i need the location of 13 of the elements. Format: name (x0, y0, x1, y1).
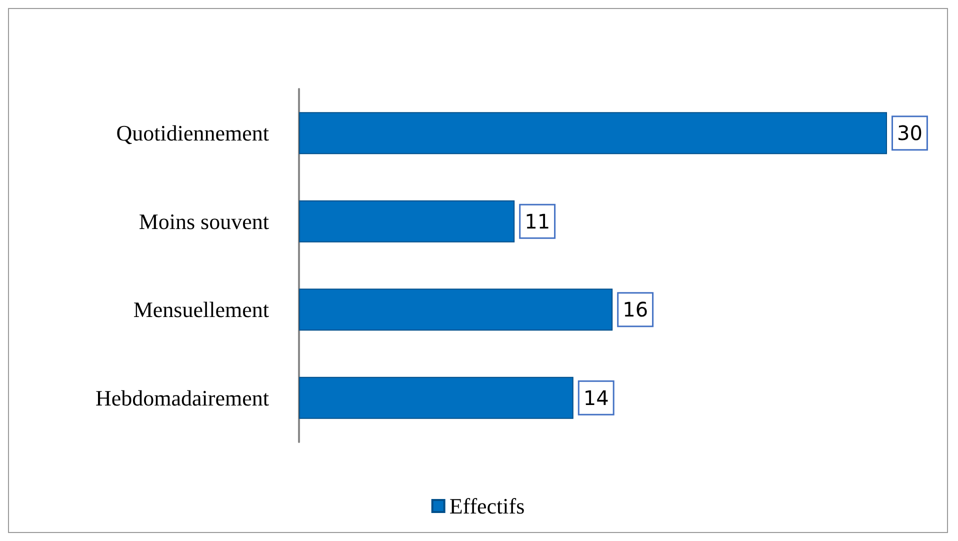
legend-label: Effectifs (449, 494, 525, 518)
bar (299, 200, 515, 242)
data-label: 11 (524, 209, 550, 234)
y-tick-label: Quotidiennement (116, 120, 269, 146)
bar (299, 288, 613, 331)
data-label: 30 (897, 121, 922, 146)
bar (299, 376, 574, 419)
y-tick-label: Moins souvent (138, 208, 269, 234)
y-tick-label: Hebdomadairement (96, 385, 269, 410)
y-tick-label: Mensuellement (133, 297, 269, 322)
data-label: 14 (583, 386, 609, 410)
bar (299, 112, 887, 154)
data-label: 16 (622, 298, 648, 322)
